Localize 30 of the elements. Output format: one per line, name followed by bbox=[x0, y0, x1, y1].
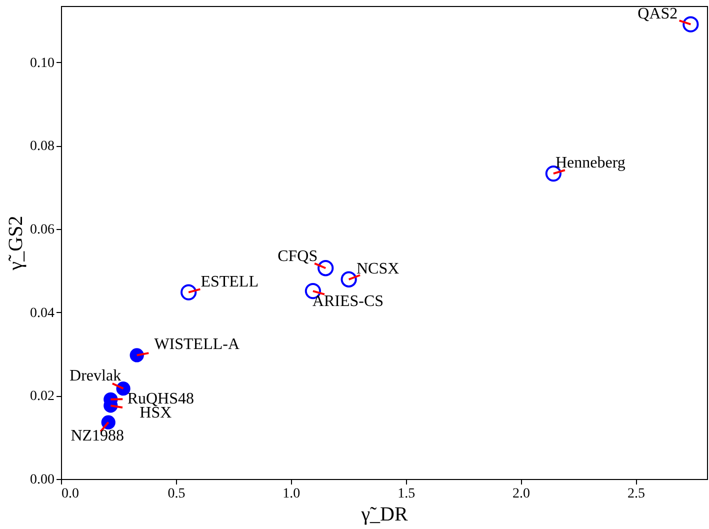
x-tick-label: 2.5 bbox=[627, 486, 645, 502]
point bbox=[101, 415, 116, 430]
point bbox=[130, 348, 144, 362]
y-tick-label: 0.06 bbox=[30, 222, 54, 238]
annotation: Drevlak bbox=[70, 368, 122, 385]
y-tick-label: 0.04 bbox=[30, 306, 54, 321]
point bbox=[180, 284, 197, 300]
x-tick-label: 0.5 bbox=[168, 486, 186, 502]
y-axis-title: γ̃_GS2 bbox=[5, 216, 27, 272]
annotation: ESTELL bbox=[200, 273, 258, 290]
point bbox=[340, 271, 357, 288]
y-tick-label: 0.00 bbox=[30, 472, 54, 488]
x-tick-label: 2.0 bbox=[512, 486, 530, 502]
x-tick-label: 1.5 bbox=[398, 486, 416, 502]
annotation: CFQS bbox=[278, 248, 318, 266]
point bbox=[318, 260, 334, 276]
annotation: ARIES-CS bbox=[312, 293, 384, 310]
y-tick-label: 0.02 bbox=[30, 389, 54, 404]
y-tick-label: 0.08 bbox=[30, 139, 54, 154]
annotation: Henneberg bbox=[555, 154, 626, 172]
annotation: QAS2 bbox=[638, 5, 678, 22]
annotation: NCSX bbox=[356, 260, 400, 278]
annotation: WISTELL-A bbox=[154, 336, 240, 354]
annotation: RuQHS48 bbox=[127, 390, 194, 408]
x-tick-label: 0.0 bbox=[62, 486, 79, 502]
x-axis-title: γ̃_DR bbox=[360, 504, 408, 526]
y-tick-label: 0.10 bbox=[30, 56, 54, 71]
point bbox=[682, 16, 699, 32]
x-tick-label: 1.0 bbox=[282, 486, 300, 502]
annotation: NZ1988 bbox=[70, 427, 124, 444]
